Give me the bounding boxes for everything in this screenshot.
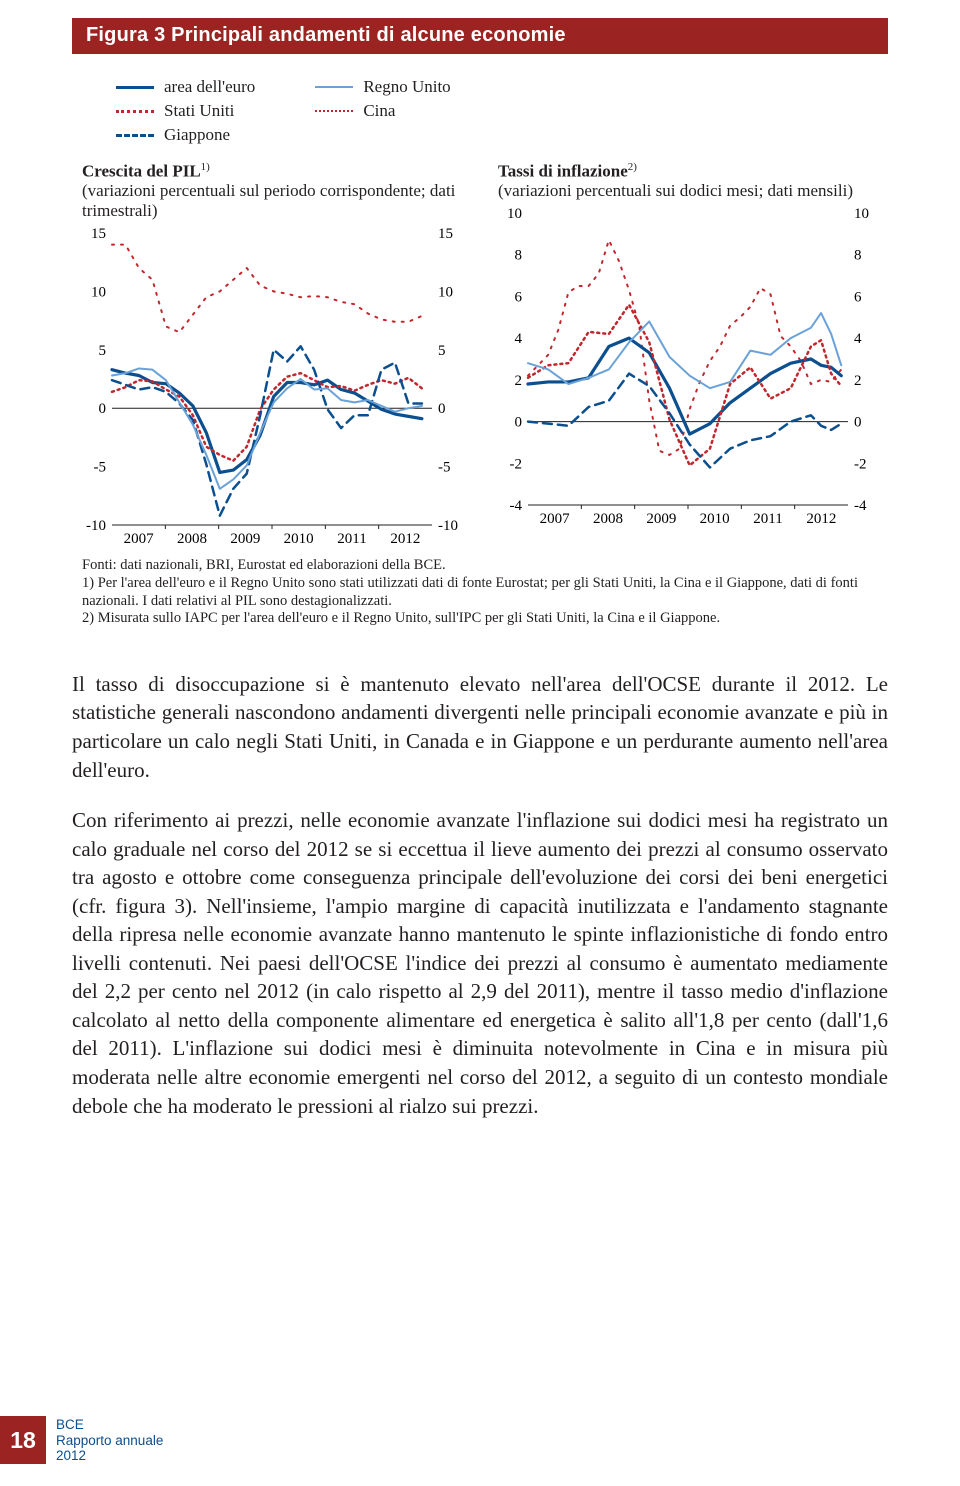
svg-text:2012: 2012 (806, 511, 836, 527)
svg-text:0: 0 (438, 401, 446, 417)
svg-text:15: 15 (438, 227, 453, 242)
svg-text:2008: 2008 (593, 511, 623, 527)
figure-footnote: Fonti: dati nazionali, BRI, Eurostat ed … (82, 557, 878, 628)
svg-text:-10: -10 (438, 518, 458, 534)
svg-text:8: 8 (515, 248, 523, 264)
legend-item: Stati Uniti (116, 100, 255, 123)
svg-text:15: 15 (91, 227, 106, 242)
page-footer: 18 BCE Rapporto annuale 2012 (0, 1416, 163, 1464)
paragraph-2: Con riferimento ai prezzi, nelle economi… (72, 806, 888, 1120)
svg-text:2: 2 (515, 373, 523, 389)
svg-text:2010: 2010 (700, 511, 730, 527)
svg-text:10: 10 (854, 207, 869, 222)
svg-text:2010: 2010 (284, 531, 314, 547)
svg-text:2011: 2011 (337, 531, 366, 547)
svg-text:2008: 2008 (177, 531, 207, 547)
svg-text:2009: 2009 (230, 531, 260, 547)
page-number: 18 (0, 1416, 46, 1464)
svg-text:8: 8 (854, 248, 862, 264)
svg-text:5: 5 (99, 343, 107, 359)
chart-gdp: Crescita del PIL1) (variazioni percentua… (82, 161, 472, 547)
svg-text:10: 10 (91, 285, 106, 301)
svg-text:2007: 2007 (124, 531, 154, 547)
svg-text:-5: -5 (94, 460, 107, 476)
svg-text:0: 0 (99, 401, 107, 417)
figure-title: Figura 3 Principali andamenti di alcune … (72, 18, 888, 54)
svg-text:0: 0 (854, 415, 862, 431)
svg-text:2007: 2007 (540, 511, 571, 527)
svg-text:4: 4 (854, 331, 862, 347)
svg-text:2009: 2009 (646, 511, 676, 527)
legend: area dell'euroStati UnitiGiappone Regno U… (116, 76, 878, 147)
svg-text:5: 5 (438, 343, 446, 359)
svg-text:4: 4 (515, 331, 523, 347)
paragraph-1: Il tasso di disoccupazione si è mantenut… (72, 670, 888, 784)
svg-text:-2: -2 (510, 456, 523, 472)
svg-text:10: 10 (438, 285, 453, 301)
chart-inflation: Tassi di inflazione2) (variazioni percen… (498, 161, 878, 547)
svg-text:-5: -5 (438, 460, 451, 476)
svg-text:0: 0 (515, 415, 523, 431)
svg-text:-4: -4 (854, 498, 867, 514)
svg-text:2: 2 (854, 373, 862, 389)
figure-3: Figura 3 Principali andamenti di alcune … (72, 18, 888, 636)
legend-item: Giappone (116, 124, 255, 147)
legend-item: Regno Unito (315, 76, 450, 99)
svg-text:10: 10 (507, 207, 522, 222)
svg-text:6: 6 (854, 290, 862, 306)
svg-text:6: 6 (515, 290, 523, 306)
legend-item: Cina (315, 100, 450, 123)
svg-text:-4: -4 (510, 498, 523, 514)
body-text: Il tasso di disoccupazione si è mantenut… (72, 670, 888, 1120)
svg-text:2012: 2012 (390, 531, 420, 547)
svg-text:-2: -2 (854, 456, 867, 472)
svg-text:2011: 2011 (753, 511, 782, 527)
legend-item: area dell'euro (116, 76, 255, 99)
svg-text:-10: -10 (86, 518, 106, 534)
